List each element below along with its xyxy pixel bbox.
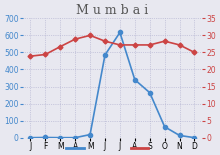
Title: M u m b a i: M u m b a i [76,4,148,17]
Legend: , : , [64,143,156,155]
